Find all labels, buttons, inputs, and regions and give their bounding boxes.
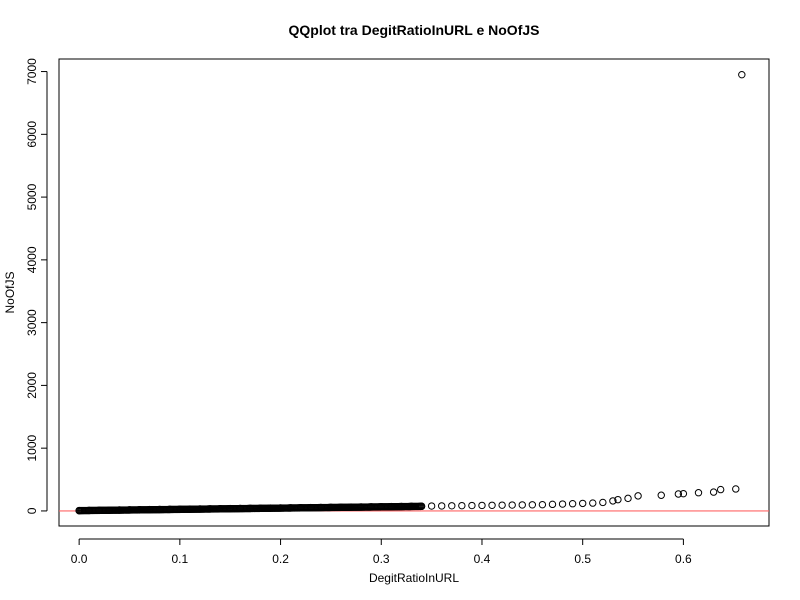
data-point <box>634 492 642 500</box>
x-axis: 0.0 0.1 0.2 0.3 0.4 0.5 0.6 <box>71 538 692 566</box>
data-point <box>738 70 746 79</box>
data-point <box>518 501 526 509</box>
data-point <box>558 500 567 508</box>
data-point <box>427 502 436 510</box>
data-point <box>458 501 466 510</box>
data-point <box>508 501 516 509</box>
data-point <box>694 489 703 497</box>
y-tick-label: 7000 <box>25 58 39 85</box>
x-tick-label: 0.2 <box>272 552 289 566</box>
y-tick-label: 0 <box>25 507 39 514</box>
x-tick-label: 0.1 <box>172 552 189 566</box>
y-tick-label: 1000 <box>25 434 39 461</box>
points-layer <box>75 70 746 515</box>
data-point <box>438 502 446 510</box>
x-tick-label: 0.6 <box>675 552 692 566</box>
data-point <box>599 498 607 507</box>
y-tick-label: 5000 <box>25 183 39 210</box>
y-tick-label: 6000 <box>25 121 39 148</box>
y-tick-label: 3000 <box>25 309 39 336</box>
y-tick-label: 2000 <box>25 372 39 399</box>
data-point <box>498 501 506 509</box>
data-point <box>609 497 617 505</box>
data-point <box>732 485 740 493</box>
y-tick-label: 4000 <box>25 246 39 273</box>
data-point <box>528 501 537 509</box>
y-axis-label: NoOfJS <box>3 271 17 313</box>
data-point <box>657 491 665 499</box>
data-point <box>568 500 577 508</box>
data-point <box>478 501 486 510</box>
data-point <box>578 499 587 508</box>
data-point <box>488 501 496 509</box>
data-point <box>614 495 622 504</box>
data-point <box>417 502 426 511</box>
data-point <box>538 500 547 509</box>
chart-title: QQplot tra DegitRatioInURL e NoOfJS <box>289 22 540 38</box>
plot-frame <box>58 58 770 527</box>
y-axis: 0 1000 2000 3000 4000 5000 6000 7000 <box>25 58 48 514</box>
data-point <box>448 502 456 510</box>
data-point <box>624 494 632 503</box>
data-point <box>709 488 718 496</box>
data-point <box>468 501 476 510</box>
x-tick-label: 0.5 <box>574 552 591 566</box>
data-point <box>679 489 688 498</box>
data-point <box>589 499 597 507</box>
x-tick-label: 0.4 <box>474 552 491 566</box>
x-axis-label: DegitRatioInURL <box>369 571 459 585</box>
x-tick-label: 0.0 <box>71 552 88 566</box>
data-point <box>716 485 725 494</box>
x-tick-label: 0.3 <box>373 552 390 566</box>
data-point <box>548 500 557 509</box>
data-point <box>674 490 683 498</box>
